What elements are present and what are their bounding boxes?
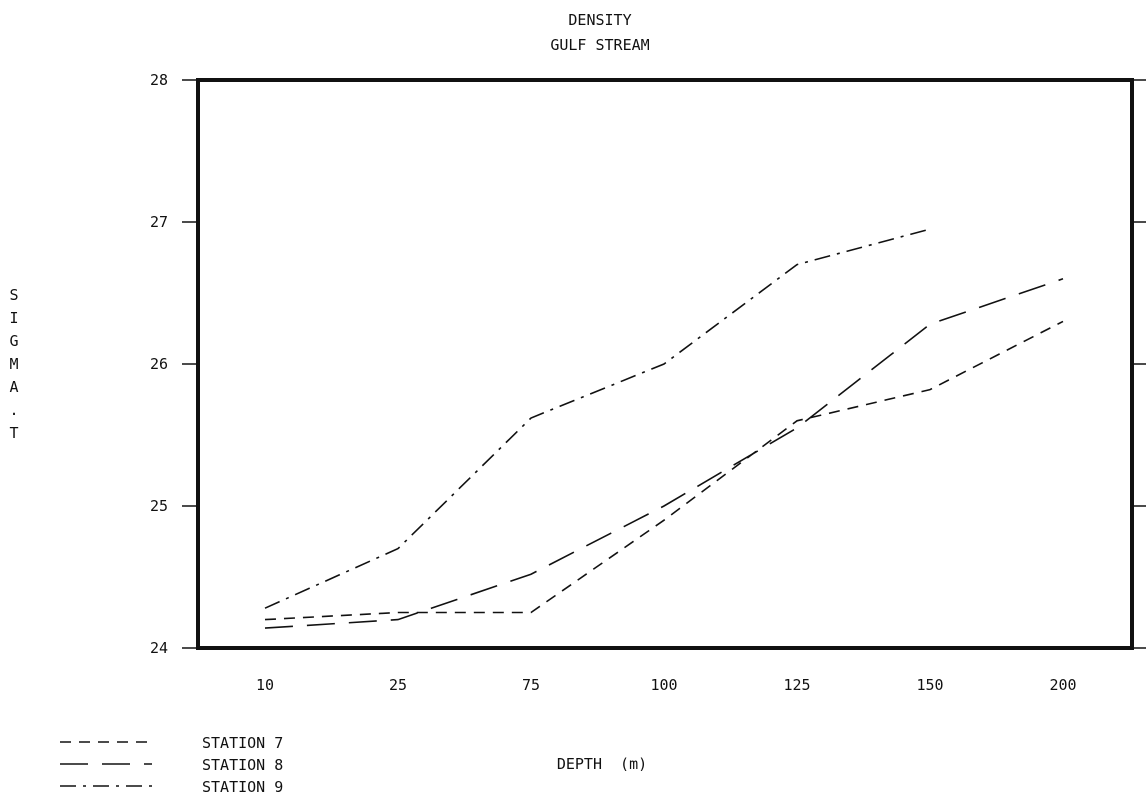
x-axis: 10 25 75 100 125 150 200 <box>256 676 1077 694</box>
legend-label: STATION 9 <box>202 778 283 796</box>
chart-subtitle: GULF STREAM <box>550 36 649 54</box>
x-tick-label: 125 <box>783 676 810 694</box>
x-tick-label: 10 <box>256 676 274 694</box>
series-line-station-7 <box>264 320 1064 621</box>
y-tick-label: 27 <box>150 213 168 231</box>
x-axis-label: DEPTH (m) <box>557 755 647 773</box>
legend: STATION 7 STATION 8 STATION 9 <box>60 734 283 796</box>
y-tick-label: 24 <box>150 639 168 657</box>
legend-label: STATION 8 <box>202 756 283 774</box>
x-tick-label: 75 <box>522 676 540 694</box>
series-layer <box>264 228 1064 629</box>
x-tick-label: 100 <box>650 676 677 694</box>
series-line-station-8 <box>264 278 1064 629</box>
y-tick-label: 25 <box>150 497 168 515</box>
legend-label: STATION 7 <box>202 734 283 752</box>
x-tick-label: 150 <box>916 676 943 694</box>
x-tick-label: 25 <box>389 676 407 694</box>
y-tick-label: 26 <box>150 355 168 373</box>
y-axis: 24 25 26 27 28 <box>150 71 1146 657</box>
series-line-station-9 <box>264 228 931 609</box>
y-tick-label: 28 <box>150 71 168 89</box>
x-tick-label: 200 <box>1049 676 1076 694</box>
chart-title: DENSITY <box>568 11 631 29</box>
